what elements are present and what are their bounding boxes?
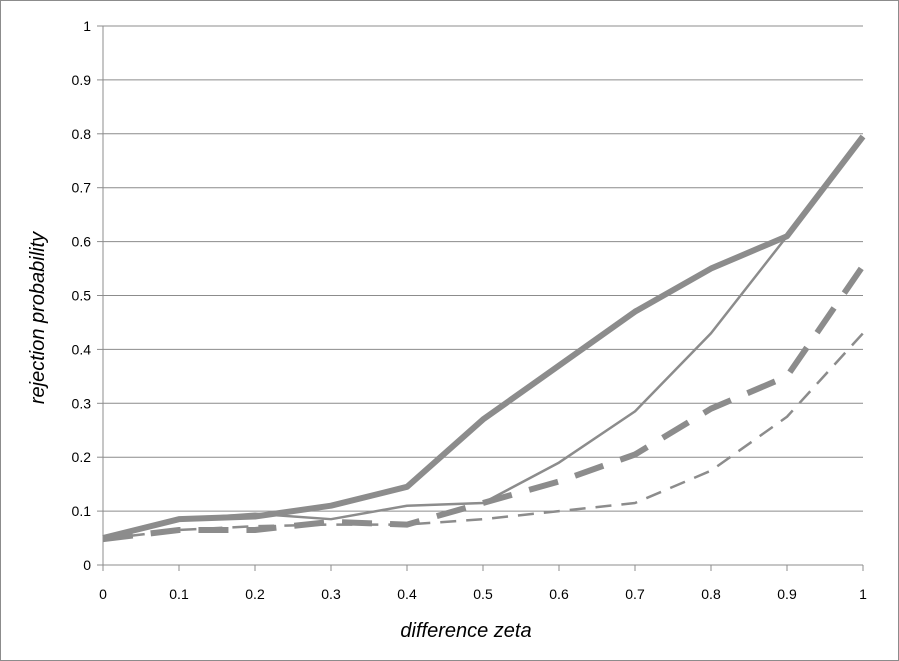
series-line-thin-dashed — [102, 332, 864, 541]
x-tick-label: 0.8 — [701, 586, 721, 602]
y-tick-label: 0.2 — [72, 449, 92, 465]
y-tick-label: 0.4 — [72, 341, 92, 357]
y-tick-label: 0.8 — [72, 126, 92, 142]
x-tick-label: 1 — [859, 586, 867, 602]
y-tick-label: 0.7 — [72, 180, 92, 196]
x-tick-label: 0.9 — [777, 586, 797, 602]
y-tick-labels: 0 0.1 0.2 0.3 0.4 0.5 0.6 0.7 0.8 0.9 1 — [72, 18, 92, 573]
y-tick-label: 1 — [83, 18, 91, 34]
series-group — [102, 134, 866, 543]
gridlines — [103, 25, 863, 512]
y-tick-label: 0.9 — [72, 72, 92, 88]
y-axis-title: rejection probability — [27, 231, 49, 404]
x-tick-label: 0.6 — [549, 586, 569, 602]
series-line-thick-dashed — [102, 264, 866, 543]
y-tick-label: 0.5 — [72, 288, 92, 304]
x-tick-labels: 0 0.1 0.2 0.3 0.4 0.5 0.6 0.7 0.8 0.9 1 — [99, 586, 867, 602]
x-axis-title: difference zeta — [400, 620, 531, 642]
y-tick-label: 0.6 — [72, 234, 92, 250]
series-line-thin-solid — [102, 135, 864, 540]
x-tick-label: 0.7 — [625, 586, 645, 602]
x-tick-label: 0 — [99, 586, 107, 602]
y-tick-label: 0.3 — [72, 395, 92, 411]
axes — [97, 25, 864, 571]
x-tick-label: 0.4 — [397, 586, 417, 602]
x-tick-label: 0.2 — [245, 586, 265, 602]
series-line-thick-solid — [102, 134, 866, 541]
x-tick-label: 0.3 — [321, 586, 341, 602]
x-tick-label: 0.5 — [473, 586, 493, 602]
y-tick-label: 0 — [83, 557, 91, 573]
x-tick-label: 0.1 — [169, 586, 189, 602]
y-tick-label: 0.1 — [72, 503, 92, 519]
